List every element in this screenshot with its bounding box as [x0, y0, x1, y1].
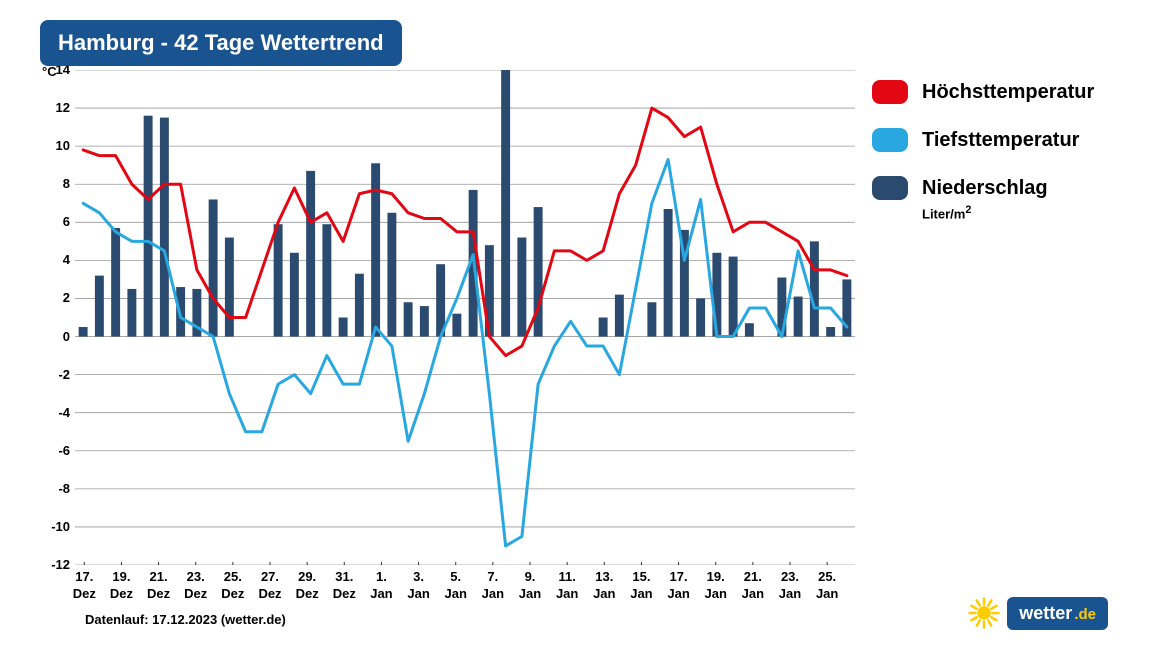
- y-tick-label: 6: [35, 214, 70, 229]
- brand-badge: wetter .de: [1007, 597, 1108, 630]
- chart-caption: Datenlauf: 17.12.2023 (wetter.de): [85, 612, 286, 627]
- x-tick-label: 15.Jan: [621, 569, 661, 603]
- x-tick-label: 1.Jan: [361, 569, 401, 603]
- x-tick-label: 25.Jan: [807, 569, 847, 603]
- legend-unit: Liter/m2: [922, 204, 1122, 221]
- x-tick-label: 5.Jan: [436, 569, 476, 603]
- x-tick-label: 19.Dez: [101, 569, 141, 603]
- brand-name: wetter: [1019, 603, 1072, 624]
- x-tick-label: 13.Jan: [584, 569, 624, 603]
- x-tick-label: 25.Dez: [213, 569, 253, 603]
- x-tick-label: 9.Jan: [510, 569, 550, 603]
- legend-item: Höchsttemperatur: [872, 80, 1122, 104]
- x-tick-label: 21.Dez: [139, 569, 179, 603]
- y-tick-label: 8: [35, 176, 70, 191]
- legend-label: Höchsttemperatur: [922, 81, 1094, 104]
- y-tick-label: -10: [35, 519, 70, 534]
- y-tick-label: -6: [35, 443, 70, 458]
- legend-swatch: [872, 80, 908, 104]
- x-tick-label: 27.Dez: [250, 569, 290, 603]
- x-tick-label: 3.Jan: [399, 569, 439, 603]
- legend-item: Niederschlag: [872, 176, 1122, 200]
- x-tick-label: 29.Dez: [287, 569, 327, 603]
- legend-label: Niederschlag: [922, 177, 1048, 200]
- chart-title: Hamburg - 42 Tage Wettertrend: [40, 20, 402, 66]
- sun-icon: [967, 596, 1001, 630]
- x-tick-label: 21.Jan: [733, 569, 773, 603]
- y-tick-label: -2: [35, 367, 70, 382]
- x-tick-label: 19.Jan: [696, 569, 736, 603]
- plot-area: [75, 70, 855, 565]
- legend-swatch: [872, 128, 908, 152]
- x-tick-label: 17.Jan: [659, 569, 699, 603]
- legend-label: Tiefsttemperatur: [922, 129, 1079, 152]
- y-tick-label: -4: [35, 405, 70, 420]
- x-tick-label: 23.Dez: [176, 569, 216, 603]
- x-tick-label: 23.Jan: [770, 569, 810, 603]
- y-tick-label: 0: [35, 329, 70, 344]
- y-tick-label: 2: [35, 290, 70, 305]
- x-tick-label: 7.Jan: [473, 569, 513, 603]
- y-tick-label: 4: [35, 252, 70, 267]
- brand-logo: wetter .de: [967, 596, 1108, 630]
- x-tick-label: 11.Jan: [547, 569, 587, 603]
- brand-tld: .de: [1074, 606, 1096, 623]
- y-tick-label: -8: [35, 481, 70, 496]
- legend: Höchsttemperatur Tiefsttemperatur Nieder…: [872, 80, 1122, 221]
- weather-chart: Hamburg - 42 Tage Wettertrend °C 1412108…: [30, 10, 860, 610]
- y-tick-label: 12: [35, 100, 70, 115]
- legend-swatch: [872, 176, 908, 200]
- x-tick-label: 31.Dez: [324, 569, 364, 603]
- y-tick-label: 10: [35, 138, 70, 153]
- x-tick-label: 17.Dez: [64, 569, 104, 603]
- legend-item: Tiefsttemperatur: [872, 128, 1122, 152]
